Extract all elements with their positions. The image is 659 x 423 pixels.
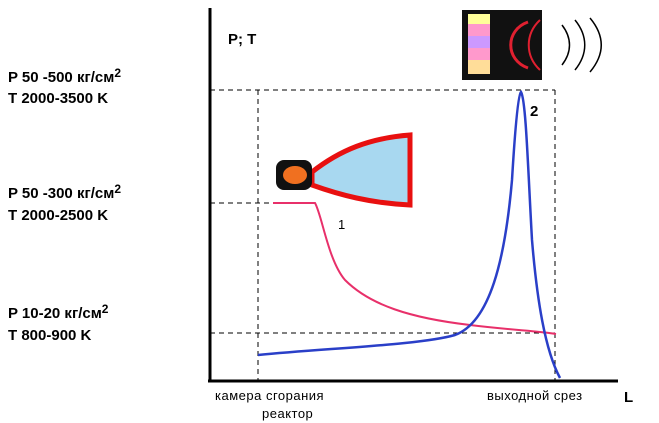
- guides: [210, 90, 555, 381]
- temperature-label: T 2000-3500 K: [8, 90, 108, 107]
- guide-lines: [210, 90, 555, 381]
- temperature-label: T 2000-2500 K: [8, 207, 108, 224]
- curve-1: [273, 203, 556, 334]
- x-label: реактор: [262, 406, 313, 421]
- y-axis-label: P; T: [228, 31, 256, 48]
- x-axis-label: L: [624, 389, 633, 406]
- pressure-label: P 50 -300 кг/см2: [8, 182, 121, 202]
- pressure-label: P 10-20 кг/см2: [8, 302, 109, 322]
- curve-label: 1: [338, 217, 346, 232]
- reactor-icon: [462, 10, 601, 80]
- x-label: выходной срез: [487, 388, 583, 403]
- pressure-label: P 50 -500 кг/см2: [8, 66, 121, 86]
- x-label: камера сгорания: [215, 388, 324, 403]
- curve-label: 2: [530, 103, 538, 120]
- diagram: 1 2 P; T L P 50 -500 кг/см2 T 2000-3500 …: [0, 0, 659, 423]
- temperature-label: T 800-900 K: [8, 327, 92, 344]
- nozzle-icon: [276, 135, 410, 205]
